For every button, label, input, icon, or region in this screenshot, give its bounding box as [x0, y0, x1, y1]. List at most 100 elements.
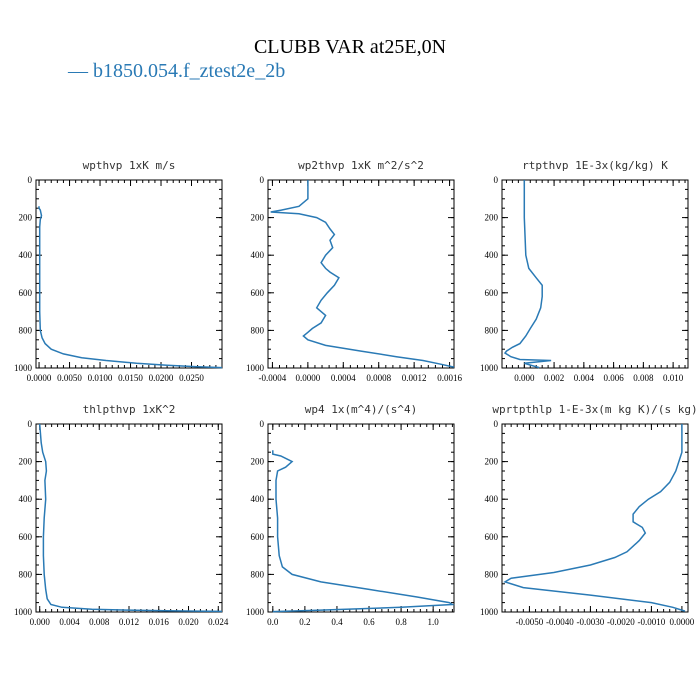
y-tick-label: 400	[485, 250, 499, 260]
x-tick-label: 0.004	[574, 373, 595, 383]
y-tick-label: 200	[485, 213, 499, 223]
y-tick-label: 800	[485, 569, 499, 579]
y-tick-label: 600	[19, 532, 33, 542]
x-tick-label: 1.0	[428, 617, 440, 627]
y-tick-label: 0	[28, 175, 33, 185]
y-tick-label: 1000	[480, 607, 499, 617]
y-tick-label: 800	[19, 569, 33, 579]
y-tick-label: 0	[260, 175, 265, 185]
subplot-title: wprtpthlp 1-E-3x(m kg K)/(s kg)	[492, 403, 697, 416]
plot-frame	[267, 179, 455, 369]
x-tick-label: 0.020	[178, 617, 199, 627]
y-tick-label: 600	[251, 288, 265, 298]
y-tick-label: 1000	[480, 363, 499, 373]
x-tick-label: -0.0050	[516, 617, 544, 627]
x-tick-label: 0.006	[603, 373, 624, 383]
y-tick-label: 600	[485, 288, 499, 298]
y-tick-label: 0	[260, 419, 265, 429]
y-tick-label: 200	[251, 213, 265, 223]
y-tick-label: 800	[251, 569, 265, 579]
x-tick-label: 0.0000	[670, 617, 695, 627]
x-tick-label: 0.008	[633, 373, 654, 383]
x-tick-label: 0.002	[544, 373, 564, 383]
y-tick-label: 1000	[246, 363, 265, 373]
x-tick-label: 0.0150	[118, 373, 143, 383]
y-tick-label: 200	[19, 213, 33, 223]
plot-frame	[501, 423, 689, 613]
legend-entry: — b1850.054.f_ztest2e_2b	[68, 60, 286, 82]
x-tick-label: 0.0200	[149, 373, 174, 383]
x-tick-label: 0.0004	[331, 373, 356, 383]
x-tick-label: 0.0012	[402, 373, 427, 383]
x-tick-label: 0.4	[331, 617, 343, 627]
x-tick-label: 0.2	[299, 617, 310, 627]
x-tick-label: 0.004	[59, 617, 80, 627]
series-line	[270, 180, 455, 368]
subplot-title: wp2thvp 1xK m^2/s^2	[298, 159, 424, 172]
plot-frame	[35, 179, 223, 369]
x-tick-label: 0.0008	[366, 373, 391, 383]
x-tick-label: 0.8	[395, 617, 407, 627]
plot-frame	[501, 179, 689, 369]
subplot-title: wp4 1x(m^4)/(s^4)	[305, 403, 418, 416]
x-tick-label: 0.0016	[437, 373, 462, 383]
series-line	[503, 180, 552, 369]
x-tick-label: 0.000	[30, 617, 51, 627]
x-tick-label: 0.008	[89, 617, 110, 627]
y-tick-label: 200	[485, 457, 499, 467]
y-tick-label: 600	[485, 532, 499, 542]
y-tick-label: 0	[494, 175, 499, 185]
y-tick-label: 1000	[246, 607, 265, 617]
y-tick-label: 400	[251, 250, 265, 260]
page-title: CLUBB VAR at25E,0N	[253, 36, 447, 58]
x-tick-label: 0.0	[267, 617, 279, 627]
x-tick-label: -0.0004	[259, 373, 287, 383]
x-tick-label: 0.6	[363, 617, 375, 627]
series-line	[272, 450, 455, 613]
subplot-title: rtpthvp 1E-3x(kg/kg) K	[522, 159, 668, 172]
y-tick-label: 800	[485, 325, 499, 335]
y-tick-label: 200	[251, 457, 265, 467]
x-tick-label: -0.0040	[546, 617, 574, 627]
y-tick-label: 1000	[14, 607, 33, 617]
x-tick-label: 0.0250	[179, 373, 204, 383]
x-tick-label: 0.000	[514, 373, 535, 383]
y-tick-label: 400	[19, 250, 33, 260]
subplot-6: wprtpthlp 1-E-3x(m kg K)/(s kg) 0 200 400 60…	[480, 403, 698, 627]
y-tick-label: 600	[251, 532, 265, 542]
y-tick-label: 1000	[14, 363, 33, 373]
plot-frame	[35, 423, 223, 613]
series-line	[38, 423, 223, 613]
x-tick-label: -0.0020	[607, 617, 635, 627]
y-tick-label: 400	[485, 494, 499, 504]
x-tick-label: 0.0000	[295, 373, 320, 383]
series-line	[38, 206, 223, 369]
x-tick-label: -0.0010	[638, 617, 666, 627]
subplot-2: wp2thvp 1xK m^2/s^2 0 200 400 600 800 1000-0.0…	[246, 159, 462, 383]
subplot-3: rtpthvp 1E-3x(kg/kg) K 0 200 400 600 800 1000 0…	[480, 159, 689, 383]
x-tick-label: -0.0030	[577, 617, 605, 627]
x-tick-label: 0.010	[663, 373, 684, 383]
x-tick-label: 0.012	[119, 617, 139, 627]
series-line	[503, 424, 686, 612]
plot-frame	[267, 423, 455, 613]
subplot-title: wpthvp 1xK m/s	[83, 159, 176, 172]
x-tick-label: 0.024	[208, 617, 229, 627]
y-tick-label: 0	[28, 419, 33, 429]
y-tick-label: 600	[19, 288, 33, 298]
y-tick-label: 400	[19, 494, 33, 504]
x-tick-label: 0.0100	[88, 373, 113, 383]
x-tick-label: 0.0050	[57, 373, 82, 383]
y-tick-label: 200	[19, 457, 33, 467]
x-tick-label: 0.0000	[27, 373, 52, 383]
x-tick-label: 0.016	[149, 617, 170, 627]
y-tick-label: 0	[494, 419, 499, 429]
subplot-title: thlpthvp 1xK^2	[83, 403, 176, 416]
y-tick-label: 800	[251, 325, 265, 335]
y-tick-label: 400	[251, 494, 265, 504]
y-tick-label: 800	[19, 325, 33, 335]
